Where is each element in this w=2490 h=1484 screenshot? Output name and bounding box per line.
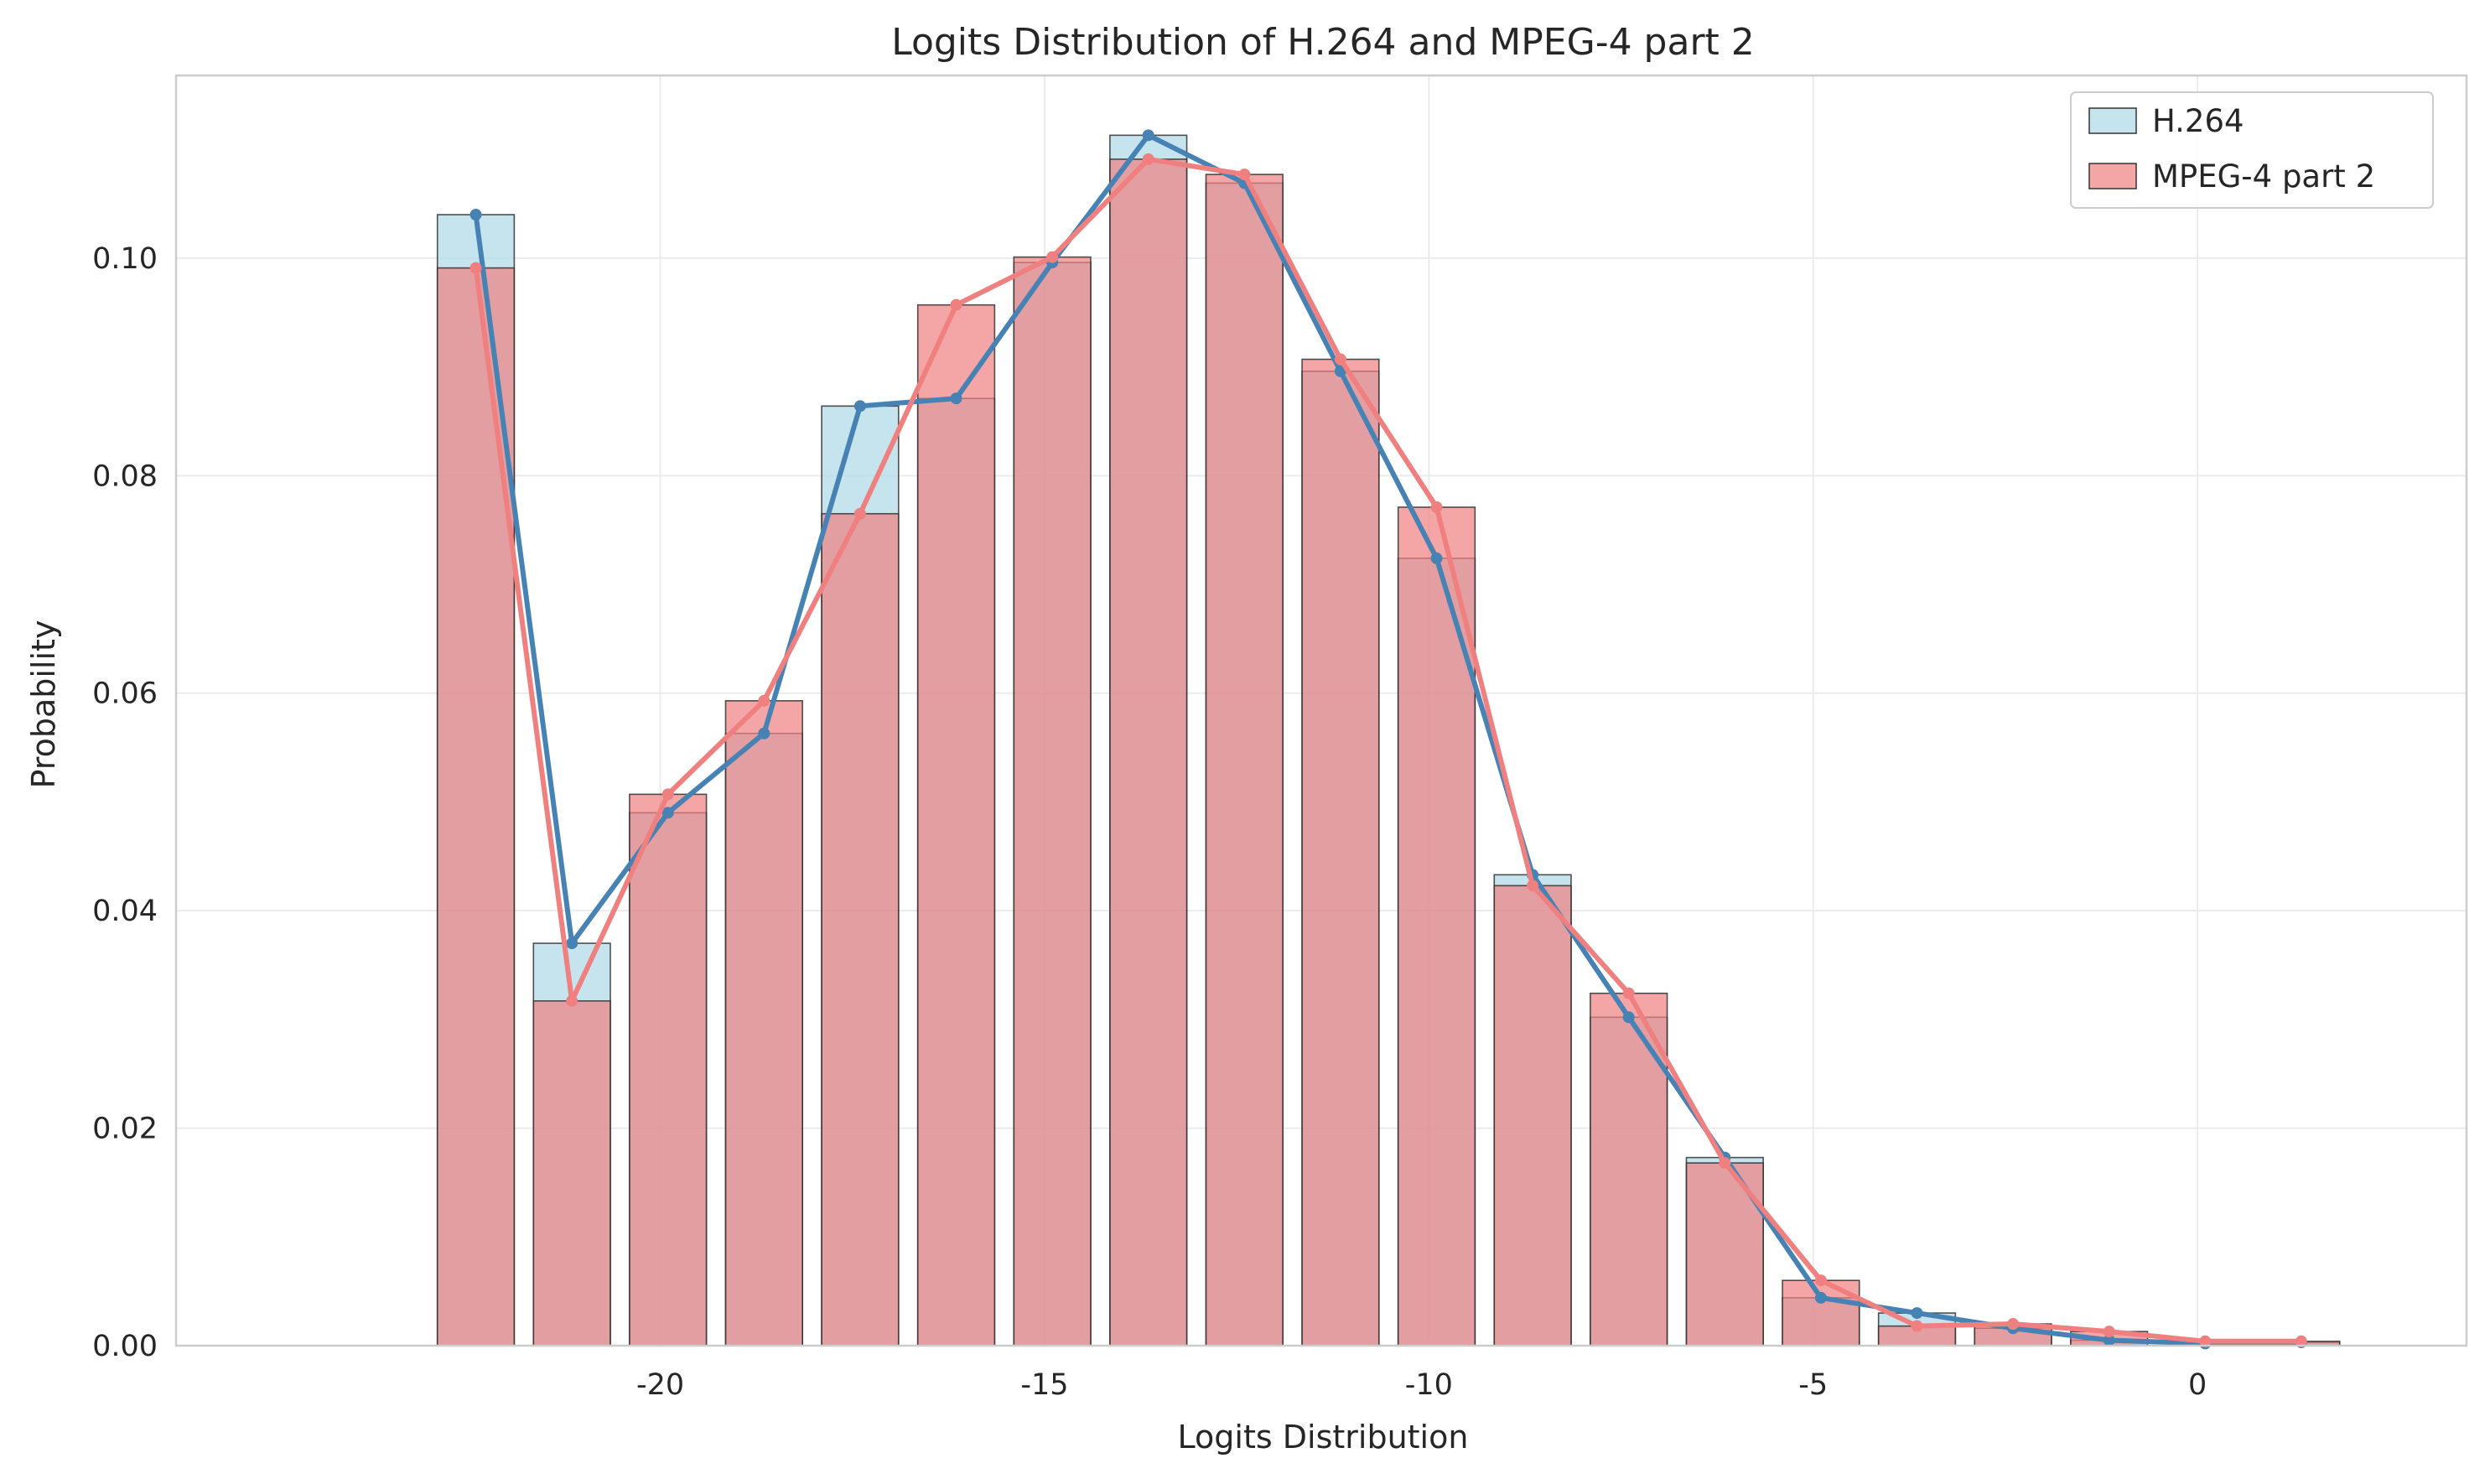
line-point [469,262,482,274]
bar [1397,506,1476,1346]
y-tick-label: 0.08 [92,459,158,493]
lines-layer [469,129,2307,1350]
legend-box [2070,91,2434,209]
legend-swatch-mpeg4 [2088,163,2137,189]
line-point [950,298,962,311]
line-point [758,727,770,739]
legend-swatch-h264 [2088,107,2137,134]
line-point [1142,153,1154,165]
line-point [661,788,674,801]
line-point [2199,1335,2212,1347]
x-axis-label: Logits Distribution [1178,1419,1469,1455]
bar [821,512,900,1346]
y-tick-label: 0.00 [92,1330,158,1363]
line-point [1527,880,1539,892]
series-line [473,156,2304,1344]
y-tick-label: 0.02 [92,1113,158,1146]
bar [1301,358,1380,1346]
line-point [2103,1326,2115,1338]
line-point [1911,1307,1923,1320]
bar [629,793,708,1346]
bar [1493,885,1572,1346]
bar [1109,158,1188,1346]
line-series-1 [469,153,2307,1347]
line-point [1334,353,1346,366]
legend-label-h264: H.264 [2152,103,2244,139]
line-point [853,400,866,413]
bar [1205,174,1284,1346]
x-tick-label: -15 [1020,1368,1068,1402]
line-point [1622,987,1635,999]
x-tick-label: 0 [2188,1368,2207,1402]
line-point [1430,501,1443,513]
line-point [661,807,674,819]
line-point [1142,129,1154,142]
line-point [1719,1157,1731,1170]
line-point [1238,169,1251,181]
bar [1590,992,1668,1346]
line-point [1622,1011,1635,1024]
bar [916,304,996,1346]
line-point [566,994,578,1007]
legend: H.264 MPEG-4 part 2 [2070,91,2434,209]
ticks-layer: -20 -15 -10 -5 0 0.00 0.02 0.04 0.06 0.08 0.10 [92,242,2207,1402]
line-point [1814,1291,1827,1304]
y-axis-label: Probability [25,620,62,789]
chart-title: Logits Distribution of H.264 and MPEG-4 … [891,21,1755,64]
line-point [1814,1274,1827,1287]
line-point [1911,1320,1923,1332]
y-tick-label: 0.04 [92,895,158,928]
bar [1685,1162,1764,1346]
line-point [1046,251,1059,263]
line-point [566,937,578,950]
line-point [950,392,962,405]
bar [1013,256,1092,1346]
x-tick-label: -5 [1798,1368,1828,1402]
bar [724,700,803,1346]
line-point [758,694,770,707]
line-point [2295,1335,2307,1347]
line-point [1430,552,1443,564]
plot-frame [174,74,2468,1347]
line-point [853,507,866,520]
y-tick-label: 0.06 [92,677,158,711]
x-tick-label: -10 [1405,1368,1453,1402]
x-tick-label: -20 [636,1368,684,1402]
bar [532,1000,611,1346]
legend-label-mpeg4: MPEG-4 part 2 [2152,158,2375,195]
y-tick-label: 0.10 [92,242,158,276]
line-point [2103,1334,2115,1346]
bar [1782,1279,1860,1346]
line-point [469,209,482,221]
line-point [2007,1318,2020,1331]
